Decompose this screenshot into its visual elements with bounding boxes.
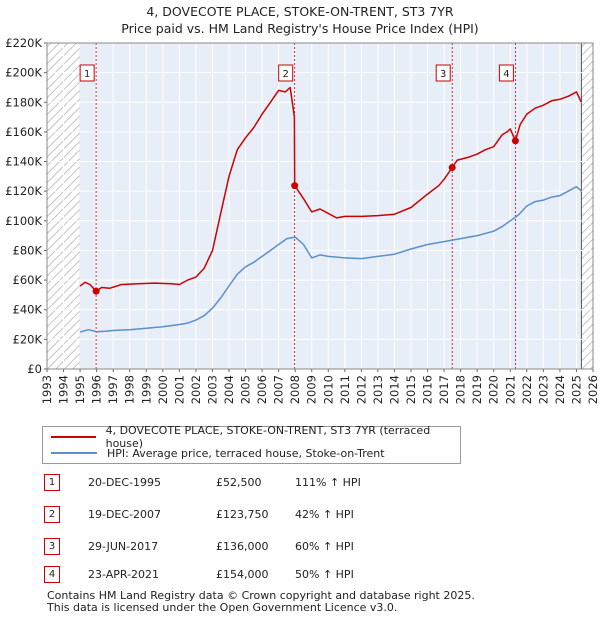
x-tick-label: 2006 — [255, 375, 269, 404]
x-tick-label: 2009 — [305, 375, 319, 404]
sale-point — [448, 163, 456, 171]
sale-price: £52,500 — [216, 476, 262, 489]
post-data-hatch — [581, 43, 593, 369]
x-tick-label: 2005 — [239, 375, 253, 404]
sale-point — [92, 287, 100, 295]
table-row: 3 29-JUN-2017 £136,000 60% ↑ HPI — [40, 538, 440, 556]
hpi-series-line — [79, 185, 582, 333]
chart-subtitle: Price paid vs. HM Land Registry's House … — [121, 21, 479, 36]
y-tick-label: £180K — [5, 95, 42, 109]
y-tick-label: £160K — [5, 125, 42, 139]
x-tick-label: 2025 — [570, 375, 584, 404]
x-tick-label: 2003 — [206, 375, 220, 404]
x-tick-label: 2020 — [487, 375, 501, 404]
sale-hpi-change: 60% ↑ HPI — [295, 540, 354, 553]
x-tick-label: 2021 — [503, 375, 517, 404]
sale-point — [511, 137, 519, 145]
sale-price: £136,000 — [216, 540, 269, 553]
sale-badge-box — [498, 64, 514, 82]
x-tick-label: 1996 — [90, 375, 104, 404]
sale-date: 20-DEC-1995 — [88, 476, 162, 489]
y-tick-label: £80K — [13, 243, 43, 257]
y-tick-label: £200K — [5, 66, 42, 80]
y-tick-label: £120K — [5, 184, 42, 198]
legend-item-hpi: HPI: Average price, terraced house, Stok… — [51, 445, 385, 461]
x-tick-label: 1999 — [139, 375, 153, 404]
x-tick-label: 2012 — [354, 375, 368, 404]
y-tick-label: £100K — [5, 214, 42, 228]
x-tick-label: 2000 — [156, 375, 170, 404]
table-row: 4 23-APR-2021 £154,000 50% ↑ HPI — [40, 566, 440, 584]
x-tick-label: 2011 — [338, 375, 352, 404]
sale-date: 23-APR-2021 — [88, 568, 160, 581]
sale-price: £154,000 — [216, 568, 269, 581]
footer-attribution: Contains HM Land Registry data © Crown c… — [47, 590, 475, 614]
x-tick-label: 2013 — [371, 375, 385, 404]
sale-point — [291, 182, 299, 190]
sale-badge-label: 4 — [503, 69, 509, 80]
sale-hpi-change: 42% ↑ HPI — [295, 508, 354, 521]
y-tick-label: £60K — [13, 273, 43, 287]
chart-area: 1 2 3 4 £0 £20K £40K £60K £80K £100K £120K £140K £1… — [5, 36, 600, 404]
x-tick-label: 1995 — [73, 375, 87, 404]
x-tick-label: 2007 — [272, 375, 286, 404]
x-tick-label: 2015 — [404, 375, 418, 404]
sale-badge-label: 1 — [84, 69, 90, 80]
sale-hpi-change: 111% ↑ HPI — [295, 476, 361, 489]
x-tick-label: 1998 — [123, 375, 137, 404]
x-tick-label: 2010 — [321, 375, 335, 404]
x-tick-label: 2002 — [189, 375, 203, 404]
sale-badge-label: 3 — [440, 69, 446, 80]
sale-number-badge: 4 — [44, 566, 60, 583]
plot-frame — [46, 42, 594, 370]
x-tick-label: 2023 — [536, 375, 550, 404]
footer-line-2: This data is licensed under the Open Gov… — [47, 601, 398, 614]
x-tick-label: 2016 — [421, 375, 435, 404]
chart-title: 4, DOVECOTE PLACE, STOKE-ON-TRENT, ST3 7… — [146, 4, 454, 19]
x-tick-label: 2017 — [437, 375, 451, 404]
x-tick-label: 1997 — [106, 375, 120, 404]
x-tick-label: 2004 — [222, 375, 236, 404]
x-tick-label: 2008 — [288, 375, 302, 404]
y-tick-label: £0 — [27, 362, 42, 376]
table-row: 1 20-DEC-1995 £52,500 111% ↑ HPI — [40, 474, 440, 492]
y-tick-label: £220K — [5, 36, 42, 50]
y-tick-label: £20K — [13, 332, 43, 346]
sale-badge-label: 2 — [282, 69, 288, 80]
sale-badge-box — [278, 64, 294, 82]
legend-label-property: 4, DOVECOTE PLACE, STOKE-ON-TRENT, ST3 7… — [105, 424, 431, 450]
y-tick-label: £140K — [5, 155, 42, 169]
x-tick-label: 2022 — [520, 375, 534, 404]
sale-badge-box — [79, 64, 95, 82]
sale-badge-box — [435, 64, 451, 82]
property-series-line — [79, 86, 583, 292]
x-tick-label: 1993 — [40, 375, 54, 404]
table-row: 2 19-DEC-2007 £123,750 42% ↑ HPI — [40, 506, 440, 524]
data-period-shade — [80, 43, 582, 369]
x-tick-label: 2001 — [172, 375, 186, 404]
chart-legend: 4, DOVECOTE PLACE, STOKE-ON-TRENT, ST3 7… — [42, 424, 461, 464]
legend-swatch-property — [51, 436, 96, 438]
sale-number-badge: 1 — [44, 474, 60, 491]
legend-swatch-hpi — [51, 452, 97, 454]
x-tick-label: 2019 — [470, 375, 484, 404]
x-tick-label: 2018 — [454, 375, 468, 404]
x-tick-label: 2014 — [388, 375, 402, 404]
sale-number-badge: 3 — [44, 538, 60, 555]
sale-date: 19-DEC-2007 — [88, 508, 162, 521]
sale-price: £123,750 — [216, 508, 269, 521]
x-tick-label: 2024 — [553, 375, 567, 404]
sale-hpi-change: 50% ↑ HPI — [295, 568, 354, 581]
sale-number-badge: 2 — [44, 506, 60, 523]
x-tick-label: 2026 — [586, 375, 600, 404]
y-tick-label: £40K — [13, 303, 43, 317]
sale-date: 29-JUN-2017 — [88, 540, 159, 553]
footer-line-1: Contains HM Land Registry data © Crown c… — [47, 589, 475, 602]
legend-item-property: 4, DOVECOTE PLACE, STOKE-ON-TRENT, ST3 7… — [51, 424, 460, 450]
x-tick-label: 1994 — [57, 375, 71, 404]
legend-label-hpi: HPI: Average price, terraced house, Stok… — [107, 446, 385, 460]
